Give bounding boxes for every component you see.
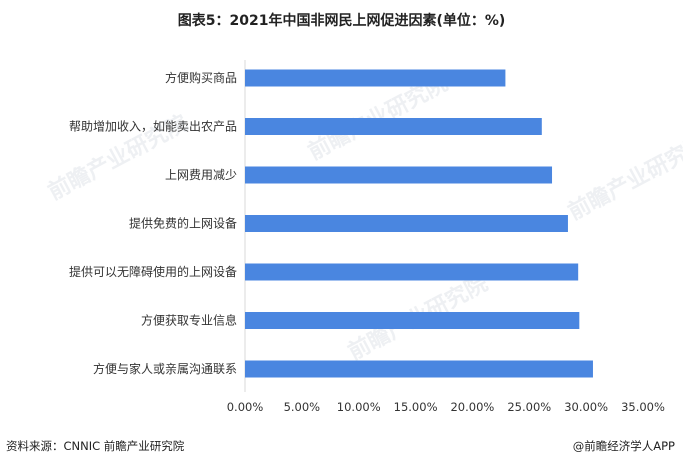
x-tick-label: 35.00% [621,400,665,414]
category-label: 帮助增加收入，如能卖出农产品 [69,119,237,134]
credit-note: @前瞻经济学人APP [572,439,675,453]
x-tick-label: 5.00% [284,400,321,414]
x-tick-label: 30.00% [564,400,608,414]
x-tick-label: 20.00% [450,400,494,414]
x-tick-label: 15.00% [394,400,438,414]
bar-chart: 方便购买商品帮助增加收入，如能卖出农产品上网费用减少提供免费的上网设备提供可以无… [69,60,665,414]
bar [245,312,580,329]
category-label: 方便购买商品 [165,70,237,85]
bar [245,360,593,378]
bar [245,263,579,281]
category-label: 上网费用减少 [165,168,237,182]
category-label: 方便与家人或亲属沟通联系 [93,361,237,376]
bar [245,166,553,184]
source-note: 资料来源：CNNIC 前瞻产业研究院 [6,439,185,453]
bar [245,69,506,87]
category-label: 方便获取专业信息 [141,313,237,328]
x-tick-label: 10.00% [337,400,381,414]
category-label: 提供免费的上网设备 [129,216,237,231]
chart-title: 图表5：2021年中国非网民上网促进因素(单位：%) [177,13,506,29]
bar [245,118,542,135]
category-label: 提供可以无障碍使用的上网设备 [69,264,237,279]
x-tick-label: 25.00% [507,400,551,414]
x-tick-label: 0.00% [227,400,264,414]
bar [245,215,568,232]
